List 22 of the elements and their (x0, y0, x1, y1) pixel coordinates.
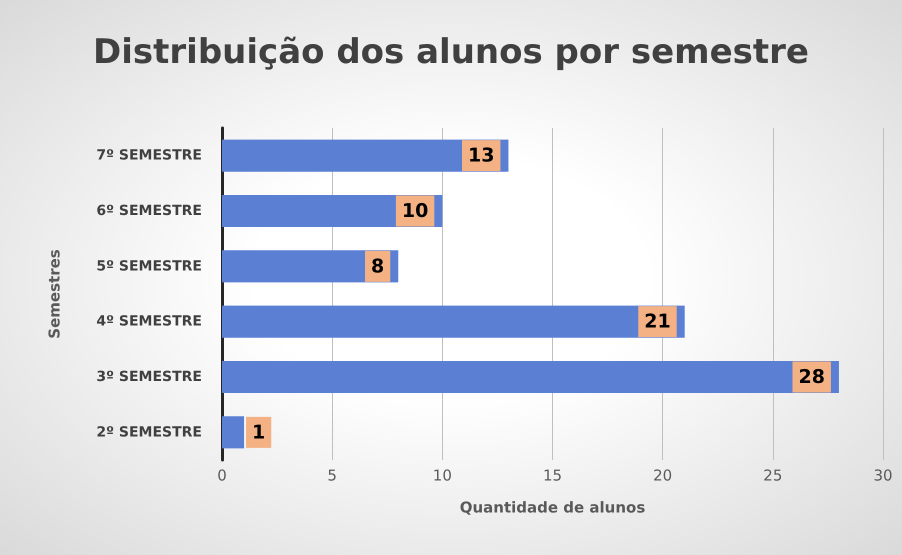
data-label: 8 (371, 255, 384, 278)
x-tick-label: 0 (217, 466, 227, 484)
x-tick-label: 10 (432, 466, 452, 484)
data-label: 28 (798, 366, 825, 388)
x-tick-label: 5 (327, 466, 337, 484)
y-tick-label: 3º SEMESTRE (96, 369, 202, 385)
y-tick-label: 4º SEMESTRE (96, 314, 202, 330)
x-axis-title: Quantidade de alunos (460, 498, 646, 516)
data-label: 21 (644, 310, 671, 333)
x-tick-label: 20 (653, 466, 672, 484)
y-tick-label: 2º SEMESTRE (96, 424, 202, 440)
data-label: 10 (402, 200, 428, 222)
data-label: 13 (468, 144, 494, 167)
chart-title: Distribuição dos alunos por semestre (93, 32, 809, 72)
x-tick-label: 15 (542, 466, 562, 484)
data-label: 1 (252, 421, 266, 444)
x-tick-label: 30 (873, 466, 893, 484)
y-tick-label: 7º SEMESTRE (96, 148, 202, 164)
y-tick-label: 5º SEMESTRE (96, 258, 202, 274)
y-tick-label: 6º SEMESTRE (96, 203, 202, 219)
y-axis-title: Semestres (46, 249, 64, 339)
x-tick-label: 25 (763, 466, 782, 484)
